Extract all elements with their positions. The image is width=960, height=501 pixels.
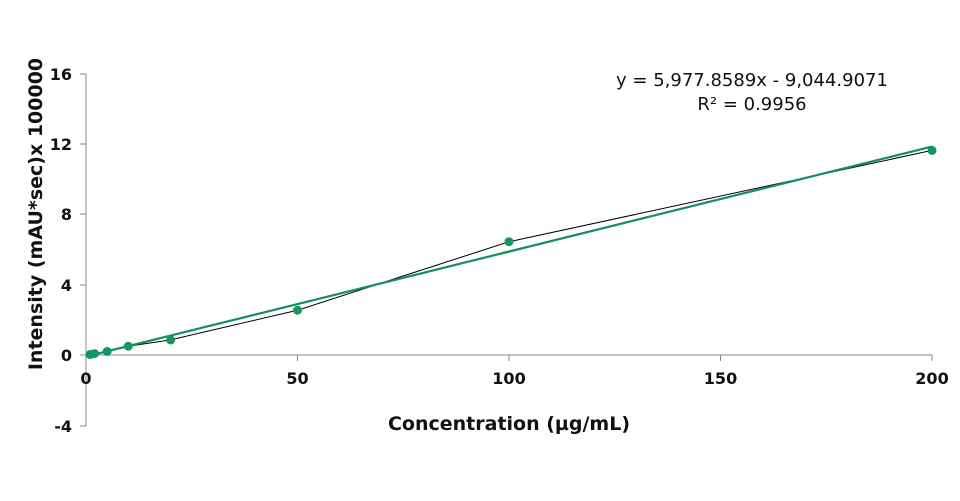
- x-tick: 200: [915, 355, 949, 388]
- r-squared: R² = 0.9956: [697, 94, 806, 115]
- plot-area: [85, 145, 937, 359]
- x-axis-title: Concentration (µg/mL): [388, 413, 630, 435]
- data-point: [504, 237, 514, 247]
- y-tick: -4: [54, 417, 86, 436]
- data-point: [89, 349, 99, 359]
- data-point: [927, 145, 937, 155]
- y-tick-label: -4: [54, 417, 72, 436]
- y-axis-title: Intensity (mAU*sec)x 100000: [25, 58, 47, 370]
- x-tick-label: 50: [286, 369, 308, 388]
- y-ticks: 16 12 8 4 0 -4: [50, 65, 86, 436]
- x-tick: 150: [704, 355, 737, 388]
- x-tick-label: 150: [704, 369, 737, 388]
- data-point: [166, 335, 176, 345]
- data-point: [102, 346, 112, 356]
- data-point: [293, 305, 302, 315]
- y-tick: 4: [61, 276, 86, 295]
- trendline: [85, 145, 933, 358]
- y-tick: 16: [50, 65, 86, 84]
- x-tick-label: 200: [915, 369, 948, 388]
- y-tick-label: 8: [61, 205, 72, 224]
- trendline-equation: y = 5,977.8589x - 9,044.9071: [616, 70, 888, 91]
- y-tick: 8: [61, 205, 86, 224]
- y-tick-label: 0: [61, 346, 72, 365]
- x-tick: 0: [80, 355, 92, 388]
- x-ticks: 0 50 100 150 200: [80, 355, 949, 388]
- y-tick-label: 4: [61, 276, 72, 295]
- x-tick-label: 100: [492, 369, 525, 388]
- x-tick: 100: [492, 355, 526, 388]
- data-points: [85, 145, 937, 359]
- y-tick-label: 12: [50, 135, 72, 154]
- x-tick: 50: [286, 355, 309, 388]
- x-tick-label: 0: [80, 369, 91, 388]
- y-tick: 12: [50, 135, 86, 154]
- y-tick-label: 16: [50, 65, 72, 84]
- data-point: [123, 341, 133, 351]
- y-tick: 0: [61, 346, 86, 365]
